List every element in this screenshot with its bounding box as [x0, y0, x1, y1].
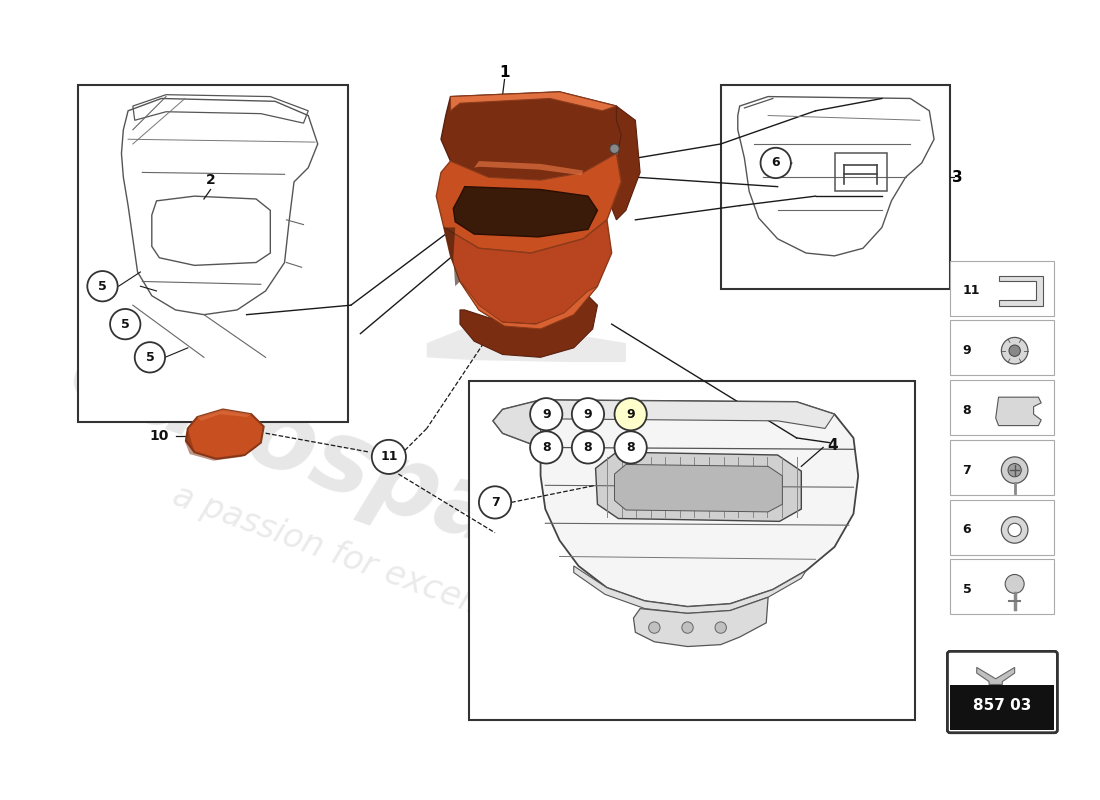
Polygon shape [595, 452, 801, 522]
Text: 10: 10 [150, 429, 169, 443]
Circle shape [1005, 574, 1024, 594]
Text: a passion for excellence 1985: a passion for excellence 1985 [167, 479, 648, 681]
Text: 11: 11 [962, 285, 980, 298]
Circle shape [1008, 523, 1021, 537]
Text: 8: 8 [962, 404, 971, 417]
Polygon shape [186, 410, 264, 458]
Text: 5: 5 [962, 583, 971, 596]
Circle shape [1001, 338, 1027, 364]
Text: 857 03: 857 03 [974, 698, 1032, 713]
Text: 3: 3 [953, 170, 964, 185]
Polygon shape [634, 598, 768, 646]
Circle shape [530, 398, 562, 430]
Polygon shape [615, 465, 782, 512]
Circle shape [1001, 517, 1027, 543]
Bar [720, 85, 950, 289]
Polygon shape [427, 324, 626, 362]
Circle shape [760, 148, 791, 178]
Circle shape [478, 486, 512, 518]
Text: 4: 4 [827, 438, 838, 453]
Bar [950, 320, 1055, 375]
Circle shape [530, 431, 562, 463]
Text: 6: 6 [962, 523, 971, 537]
Circle shape [649, 622, 660, 634]
Circle shape [1001, 457, 1027, 483]
Bar [950, 686, 1055, 730]
Circle shape [615, 431, 647, 463]
Circle shape [572, 431, 604, 463]
Circle shape [1009, 345, 1021, 356]
Polygon shape [441, 92, 626, 180]
Text: 8: 8 [584, 441, 592, 454]
Polygon shape [493, 400, 858, 606]
Text: 2: 2 [206, 173, 216, 187]
Circle shape [134, 342, 165, 373]
Polygon shape [996, 397, 1042, 426]
Polygon shape [977, 667, 1014, 685]
Text: 5: 5 [145, 351, 154, 364]
Text: 9: 9 [626, 408, 635, 421]
Polygon shape [607, 106, 640, 220]
Bar [950, 559, 1055, 614]
Text: 5: 5 [121, 318, 130, 330]
Bar [950, 380, 1055, 435]
Bar [470, 381, 915, 721]
Text: 8: 8 [542, 441, 551, 454]
Bar [950, 440, 1055, 495]
Bar [835, 154, 887, 191]
Polygon shape [574, 566, 806, 614]
Polygon shape [185, 429, 261, 461]
Text: 5: 5 [98, 280, 107, 293]
Circle shape [372, 440, 406, 474]
Polygon shape [460, 282, 597, 329]
Bar [950, 499, 1055, 554]
Polygon shape [493, 400, 540, 447]
Circle shape [715, 622, 726, 634]
Text: 11: 11 [381, 450, 397, 463]
Polygon shape [443, 227, 460, 286]
Polygon shape [443, 220, 612, 329]
Polygon shape [460, 296, 597, 358]
Circle shape [87, 271, 118, 302]
Text: 6: 6 [771, 157, 780, 170]
Polygon shape [474, 161, 583, 175]
Bar [78, 85, 348, 422]
Polygon shape [197, 410, 252, 421]
Text: 7: 7 [962, 464, 971, 477]
Text: 7: 7 [491, 496, 499, 509]
Text: eurospares: eurospares [56, 322, 684, 630]
Text: 9: 9 [584, 408, 592, 421]
Polygon shape [453, 186, 597, 237]
Text: 1: 1 [499, 66, 509, 80]
Circle shape [609, 144, 619, 154]
FancyBboxPatch shape [947, 651, 1057, 733]
Circle shape [615, 398, 647, 430]
Bar [950, 261, 1055, 316]
Circle shape [110, 309, 141, 339]
Polygon shape [1000, 276, 1043, 306]
Text: 8: 8 [626, 441, 635, 454]
Circle shape [1008, 463, 1021, 477]
Circle shape [682, 622, 693, 634]
Circle shape [572, 398, 604, 430]
Text: 9: 9 [542, 408, 551, 421]
Polygon shape [451, 92, 616, 110]
Text: 9: 9 [962, 344, 971, 357]
Polygon shape [540, 400, 835, 429]
Polygon shape [437, 154, 622, 253]
